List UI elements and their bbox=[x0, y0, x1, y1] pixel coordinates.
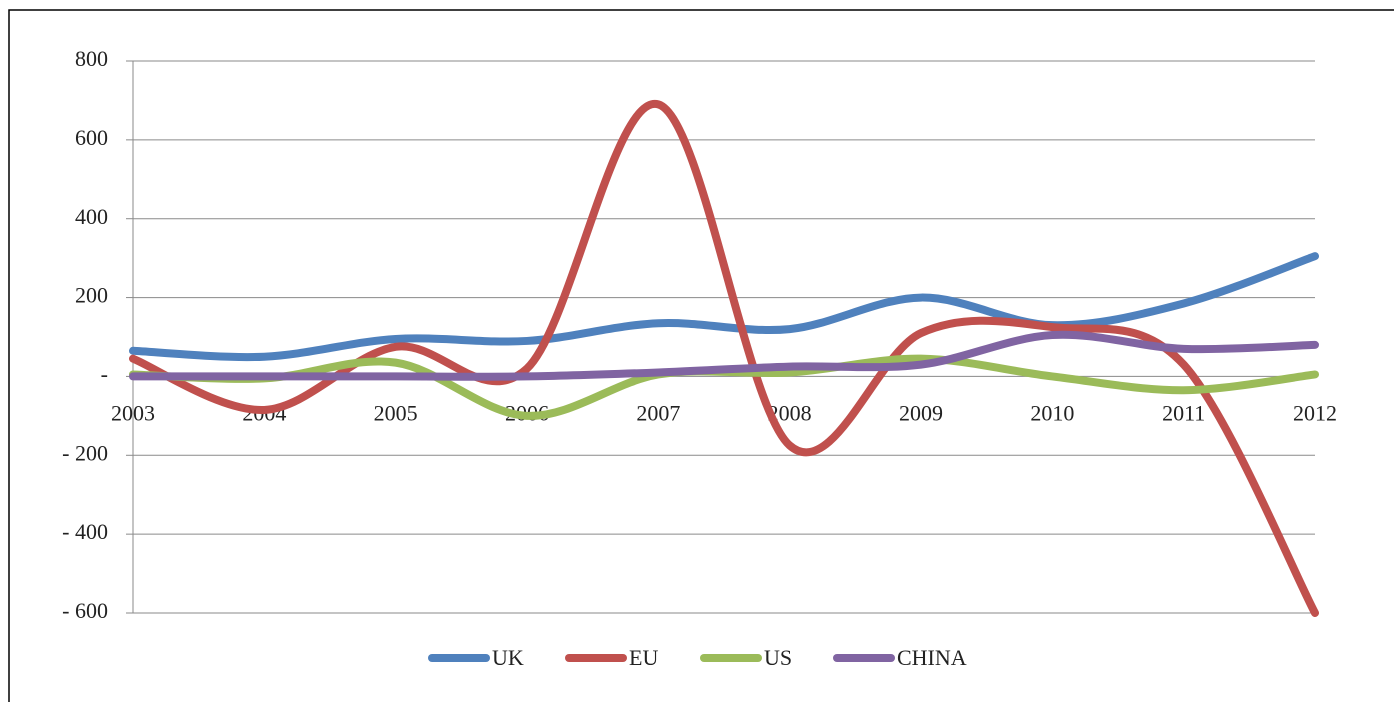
y-tick-label: - bbox=[101, 361, 108, 386]
series-line bbox=[129, 330, 1319, 381]
y-tick-label: 400 bbox=[75, 204, 108, 229]
chart-frame bbox=[8, 9, 1394, 702]
x-tick-label: 2005 bbox=[374, 400, 418, 425]
legend-label: CHINA bbox=[897, 645, 967, 670]
y-tick-label: - 400 bbox=[62, 519, 108, 544]
series-line bbox=[129, 100, 1319, 617]
y-tick-label: - 200 bbox=[62, 440, 108, 465]
legend-label: EU bbox=[629, 645, 658, 670]
y-tick-label: 600 bbox=[75, 125, 108, 150]
x-tick-label: 2012 bbox=[1293, 400, 1337, 425]
x-tick-label: 2003 bbox=[111, 400, 155, 425]
y-tick-label: 200 bbox=[75, 283, 108, 308]
series-line bbox=[129, 252, 1319, 362]
legend-label: UK bbox=[492, 645, 524, 670]
x-tick-label: 2007 bbox=[636, 400, 680, 425]
legend-label: US bbox=[764, 645, 792, 670]
y-tick-label: 800 bbox=[75, 46, 108, 71]
x-tick-label: 2009 bbox=[899, 400, 943, 425]
y-tick-label: - 600 bbox=[62, 598, 108, 623]
x-tick-label: 2011 bbox=[1162, 400, 1205, 425]
x-tick-label: 2010 bbox=[1030, 400, 1074, 425]
